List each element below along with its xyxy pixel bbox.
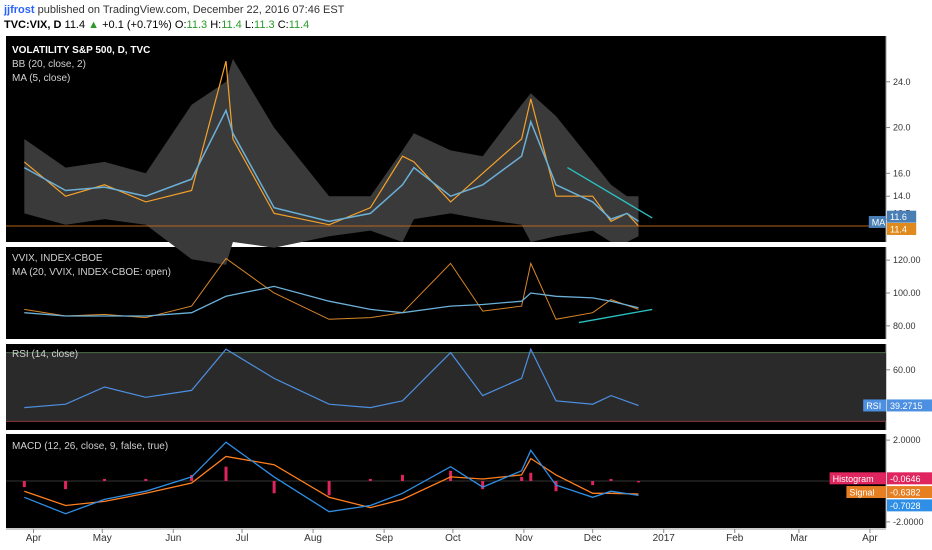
vvix-title: VVIX, INDEX-CBOE [12,253,103,264]
time-tick-label: Jun [165,533,181,544]
open-label: O: [174,19,187,31]
ma-line [23,108,639,223]
rsi-title: RSI (14, close) [12,349,79,360]
histogram-bar [22,481,26,488]
signal-tag: Signal [849,488,874,498]
ma-tag: MA [872,217,886,227]
vvix-ma-line [24,285,639,317]
up-arrow-icon: ▲ [88,19,100,31]
histogram-bar [591,481,595,486]
price-tick-label: 14.0 [893,191,911,201]
close-value: 11.4 [288,19,310,31]
bb-value-tag-bg [887,210,917,223]
macd-value-tag-bg [887,499,932,512]
trend-arrow-vvix [578,308,653,324]
histogram-bar [481,481,485,490]
close-label: C: [277,19,289,31]
rsi-value-tag: 39.2715 [890,401,923,411]
price-scale-rsi [886,344,932,430]
time-tick-label: May [93,533,112,544]
price-tick-label: 2.0000 [893,435,921,445]
pane-vvix [6,247,886,339]
rsi-tag: RSI [866,401,881,411]
last-price: 11.4 [64,19,86,31]
symbol-name: TVC:VIX, D [4,19,62,31]
rsi-band [6,352,886,422]
histogram-tag: Histogram [833,474,874,484]
histogram-bar [529,472,533,481]
histogram-bar [190,474,194,481]
rsi-tag-bg [863,399,886,412]
ma-tag-bg [868,215,886,228]
vvix-line [24,257,639,320]
time-tick-label: Aug [304,533,322,544]
price-scale-main [886,36,932,242]
histogram-bar [224,466,228,481]
price-tick-label: 100.00 [893,288,921,298]
time-tick-label: Sep [375,533,393,544]
last-price-tag-bg [887,222,917,235]
signal-value-tag: -0.6382 [890,488,921,498]
histogram-bar [272,481,276,494]
macd-line [24,441,639,515]
price-tick-label: 80.00 [893,321,916,331]
price-tick-label: 16.0 [893,168,911,178]
histogram-bar [520,476,524,481]
low-value: 11.3 [254,19,275,31]
histogram-bar [637,481,640,483]
bb-label: BB (20, close, 2) [12,59,86,70]
histogram-bar [64,481,68,490]
price-tick-label: 24.0 [893,77,911,87]
time-tick-label: Dec [584,533,602,544]
histogram-value-tag: -0.0646 [890,474,921,484]
rsi-value-tag-bg [887,399,932,412]
histogram-bar [327,481,331,496]
histogram-bar [144,478,148,481]
time-tick-label: Mar [790,533,808,544]
signal-line [24,455,639,509]
time-tick-label: Nov [515,533,533,544]
price-tick-label: 120.00 [893,255,921,265]
histogram-bar [368,478,372,481]
price-tick-label: 20.0 [893,123,911,133]
high-label: H: [210,19,222,31]
time-tick-label: Jul [236,533,249,544]
last-price-tag: 11.4 [890,224,907,234]
rsi-line [24,347,639,409]
histogram-bar [449,470,453,481]
time-tick-label: Apr [862,533,878,544]
bollinger-band [24,58,639,265]
price-scale-vvix [886,247,932,339]
histogram-tag-bg [829,472,886,485]
time-tick-label: 2017 [653,533,676,544]
trend-arrow-main [567,167,653,219]
histogram-value-tag-bg [887,472,932,485]
signal-value-tag-bg [887,486,932,499]
time-tick-label: Apr [26,533,42,544]
histogram-bar [554,481,558,492]
bb-value-tag: 11.6 [890,212,907,222]
time-tick-label: Oct [445,533,461,544]
main-title: VOLATILITY S&P 500, D, TVC [12,45,151,56]
signal-tag-bg [846,486,886,499]
histogram-bar [400,474,404,481]
change-value: +0.1 (+0.71%) [102,19,172,31]
low-label: L: [244,19,255,31]
author-link[interactable]: jjfrost [4,4,35,16]
ma-label: MA (5, close) [12,73,71,84]
price-tick-label: -2.0000 [893,517,924,527]
histogram-bar [609,478,613,481]
publish-text: published on TradingView.com, December 2… [37,4,345,16]
publish-info: jjfrost published on TradingView.com, De… [4,4,344,16]
price-tick-label: 60.00 [893,365,916,375]
histogram-bar [103,478,107,481]
macd-value-tag: -0.7028 [890,501,921,511]
symbol-bar: TVC:VIX, D 11.4 ▲ +0.1 (+0.71%) O:11.3 H… [4,19,309,31]
time-tick-label: Feb [726,533,744,544]
open-value: 11.3 [186,19,208,31]
vvix-ma-label: MA (20, VVIX, INDEX-CBOE: open) [12,267,171,278]
high-value: 11.4 [221,19,242,31]
macd-title: MACD (12, 26, close, 9, false, true) [12,441,169,452]
